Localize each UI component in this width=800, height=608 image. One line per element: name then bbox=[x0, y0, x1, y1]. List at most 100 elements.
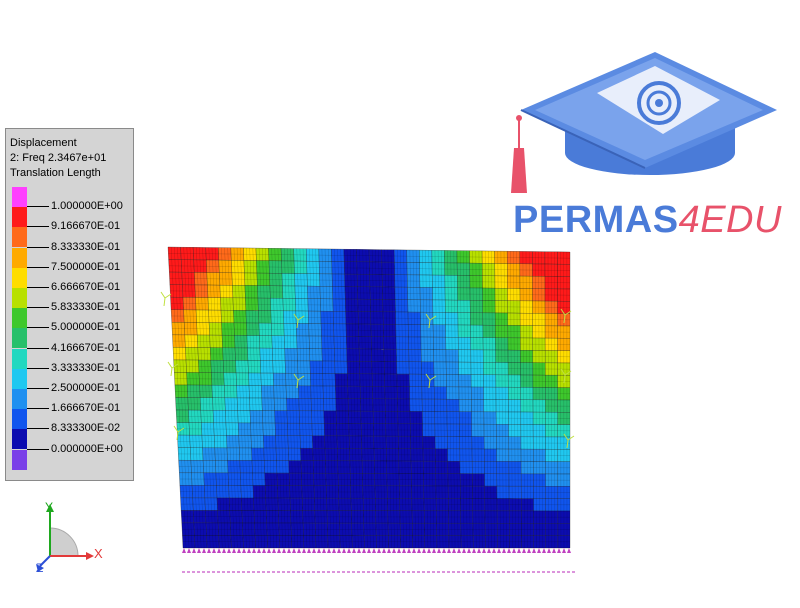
legend-band: 9.166670E-01 bbox=[12, 220, 132, 248]
legend-value: 5.000000E-01 bbox=[51, 321, 121, 334]
support-marker bbox=[527, 548, 531, 553]
support-marker bbox=[362, 548, 366, 553]
mesh-grid-line bbox=[180, 497, 571, 499]
support-marker bbox=[457, 548, 461, 553]
mesh-grid-line bbox=[456, 250, 462, 549]
mesh-grid-line bbox=[173, 366, 571, 370]
support-marker bbox=[497, 548, 501, 553]
mesh-grid-line bbox=[186, 247, 202, 549]
mesh-grid-line bbox=[554, 251, 556, 549]
support-marker bbox=[352, 548, 356, 553]
legend-band: 6.666670E-01 bbox=[12, 281, 132, 308]
mesh-grid-line bbox=[500, 251, 504, 549]
support-marker bbox=[377, 548, 381, 553]
support-marker bbox=[292, 548, 296, 553]
legend-band: 7.500000E-01 bbox=[12, 261, 132, 288]
mesh-grid-line bbox=[343, 249, 353, 549]
mesh-grid-line bbox=[181, 516, 571, 518]
legend-tick bbox=[27, 448, 49, 450]
support-marker bbox=[382, 548, 386, 553]
mesh-grid-line bbox=[444, 250, 450, 549]
support-marker bbox=[472, 548, 476, 553]
mesh-grid-line bbox=[397, 249, 404, 549]
support-marker bbox=[432, 548, 436, 553]
mesh-grid-line bbox=[488, 250, 492, 549]
legend-value: 7.500000E-01 bbox=[51, 260, 121, 273]
support-marker bbox=[447, 548, 451, 553]
legend-tick bbox=[27, 367, 49, 369]
legend-header: Displacement 2: Freq 2.3467e+01 Translat… bbox=[10, 136, 106, 181]
support-marker bbox=[222, 548, 226, 553]
support-marker bbox=[237, 548, 241, 553]
mesh-grid-line bbox=[265, 248, 277, 549]
mesh-grid-line bbox=[522, 251, 525, 549]
mesh-grid-line bbox=[463, 250, 468, 549]
legend-value: 3.333330E-01 bbox=[51, 361, 121, 374]
permas4edu-logo bbox=[511, 52, 777, 193]
mesh-grid-line bbox=[375, 249, 383, 549]
mesh-grid-line bbox=[328, 248, 338, 549]
z-axis-arrow bbox=[39, 555, 51, 567]
mesh-element bbox=[557, 535, 571, 549]
legend-tick bbox=[27, 347, 49, 349]
support-marker bbox=[427, 548, 431, 553]
mesh-grid-line bbox=[249, 248, 262, 549]
support-marker bbox=[392, 548, 396, 553]
legend-value: 0.000000E+00 bbox=[51, 442, 123, 455]
mesh-grid-line bbox=[175, 397, 571, 401]
mode-vector-glyph bbox=[563, 433, 575, 449]
mesh-grid-line bbox=[189, 247, 205, 549]
support-marker bbox=[542, 548, 546, 553]
mesh-grid-line bbox=[318, 248, 329, 549]
legend-value: 6.666670E-01 bbox=[51, 281, 121, 293]
mesh-grid-line bbox=[211, 247, 226, 549]
legend-value: 9.166670E-01 bbox=[51, 220, 121, 233]
mesh-grid-line bbox=[170, 290, 571, 296]
support-marker bbox=[437, 548, 441, 553]
mesh-grid-line bbox=[172, 340, 571, 345]
support-marker bbox=[207, 548, 211, 553]
mesh-grid-line bbox=[230, 247, 244, 549]
legend-tick bbox=[27, 307, 49, 309]
legend-quantity: Translation Length bbox=[10, 167, 101, 179]
legend-swatch bbox=[12, 409, 27, 430]
axis-label-x: X bbox=[94, 546, 103, 561]
legend-swatch bbox=[12, 247, 27, 268]
mesh-grid-line bbox=[340, 249, 350, 549]
mesh-grid-line bbox=[171, 322, 571, 327]
support-marker bbox=[402, 548, 406, 553]
mesh-grid-line bbox=[268, 248, 280, 549]
legend-band: 4.166670E-01 bbox=[12, 342, 132, 369]
legend-swatch bbox=[12, 368, 27, 389]
support-marker bbox=[322, 548, 326, 553]
mesh-grid-line bbox=[205, 247, 220, 549]
mesh-grid-line bbox=[174, 384, 571, 388]
mesh-grid-line bbox=[406, 249, 413, 549]
mesh-grid-line bbox=[466, 250, 471, 549]
mesh-grid-line bbox=[516, 251, 519, 549]
mesh-grid-line bbox=[169, 278, 571, 283]
mesh-grid-line bbox=[287, 248, 299, 549]
axis-triad[interactable] bbox=[28, 498, 118, 578]
legend-value: 1.000000E+00 bbox=[51, 200, 123, 213]
support-marker bbox=[202, 548, 206, 553]
legend-band: 0.000000E+00 bbox=[12, 443, 132, 470]
mesh-grid-line bbox=[453, 250, 459, 549]
support-marker bbox=[537, 548, 541, 553]
support-marker bbox=[327, 548, 331, 553]
mode-vector-glyph bbox=[560, 308, 572, 324]
legend-swatch bbox=[12, 187, 27, 207]
support-marker bbox=[282, 548, 286, 553]
mesh-grid-line bbox=[481, 250, 486, 549]
mesh-grid-line bbox=[525, 251, 528, 549]
mesh-grid-line bbox=[236, 247, 250, 549]
legend-value: 2.500000E-01 bbox=[51, 382, 121, 394]
mesh-grid-line bbox=[337, 249, 347, 549]
mesh-grid-line bbox=[422, 250, 429, 549]
boundary-condition-markers bbox=[182, 548, 575, 573]
support-marker bbox=[407, 548, 411, 553]
mesh-grid-line bbox=[168, 253, 571, 259]
support-marker bbox=[257, 548, 261, 553]
mesh-grid-line bbox=[503, 251, 507, 549]
